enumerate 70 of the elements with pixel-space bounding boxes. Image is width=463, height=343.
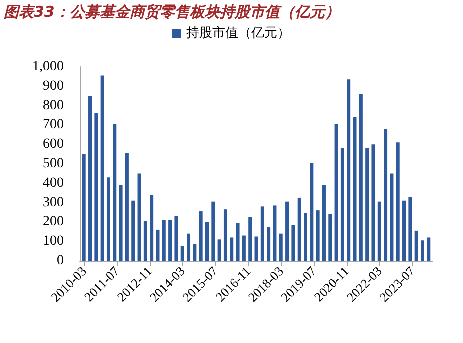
bar bbox=[218, 240, 222, 261]
chart-title: 图表33：公募基金商贸零售板块持股市值（亿元） bbox=[4, 3, 340, 22]
y-tick-label: 600 bbox=[43, 137, 64, 152]
bar bbox=[384, 129, 388, 261]
bar bbox=[390, 174, 394, 261]
bar bbox=[304, 213, 308, 261]
bar bbox=[267, 227, 271, 261]
bar bbox=[279, 234, 283, 261]
bar bbox=[162, 220, 166, 261]
bar bbox=[106, 178, 110, 261]
bar bbox=[408, 196, 412, 261]
bar bbox=[420, 240, 424, 261]
bar bbox=[242, 236, 246, 261]
y-tick-label: 500 bbox=[43, 156, 64, 172]
bar bbox=[174, 216, 178, 261]
bar bbox=[236, 223, 240, 261]
bar bbox=[402, 200, 406, 261]
bar bbox=[334, 124, 338, 261]
y-tick-label: 100 bbox=[43, 234, 64, 250]
y-tick-label: 800 bbox=[43, 98, 64, 114]
bar bbox=[316, 210, 320, 261]
bar bbox=[212, 202, 216, 261]
bar bbox=[100, 76, 104, 261]
bar bbox=[298, 198, 302, 261]
bar bbox=[347, 80, 351, 261]
bar bbox=[199, 212, 203, 261]
bar bbox=[150, 195, 154, 261]
bar bbox=[260, 206, 264, 261]
bar bbox=[156, 230, 160, 261]
bar bbox=[273, 206, 277, 261]
bar bbox=[292, 225, 296, 261]
y-tick-label: 0 bbox=[57, 254, 64, 268]
bar bbox=[248, 217, 252, 261]
bar bbox=[132, 200, 136, 261]
bar bbox=[187, 234, 191, 261]
y-tick-label: 200 bbox=[43, 214, 64, 230]
bar bbox=[205, 222, 209, 261]
bar bbox=[138, 174, 142, 261]
bar bbox=[353, 117, 357, 261]
bar bbox=[88, 96, 92, 261]
bar bbox=[378, 202, 382, 261]
bar bbox=[286, 202, 290, 261]
bar bbox=[230, 238, 234, 261]
bar bbox=[125, 153, 129, 261]
bar bbox=[359, 94, 363, 261]
bar bbox=[113, 124, 117, 261]
bar bbox=[144, 221, 148, 261]
bar bbox=[366, 148, 370, 261]
y-tick-label: 300 bbox=[43, 195, 64, 210]
y-tick-label: 700 bbox=[43, 118, 64, 133]
bar bbox=[427, 238, 431, 261]
y-tick-label: 400 bbox=[43, 176, 64, 191]
bar bbox=[310, 163, 314, 261]
y-tick-label: 900 bbox=[43, 78, 64, 94]
legend-label: 持股市值（亿元） bbox=[186, 26, 290, 41]
bar bbox=[372, 144, 376, 261]
bar bbox=[322, 185, 326, 261]
bar bbox=[119, 185, 123, 261]
bar bbox=[396, 142, 400, 261]
bar bbox=[414, 230, 418, 261]
bar bbox=[254, 236, 258, 261]
y-tick-label: 1,000 bbox=[32, 60, 64, 74]
bar bbox=[193, 244, 197, 261]
bar bbox=[94, 114, 98, 261]
bar bbox=[340, 148, 344, 261]
bar bbox=[180, 246, 184, 261]
bar bbox=[82, 154, 86, 261]
bar bbox=[224, 210, 228, 261]
bar bbox=[168, 220, 172, 261]
bar bbox=[328, 214, 332, 261]
